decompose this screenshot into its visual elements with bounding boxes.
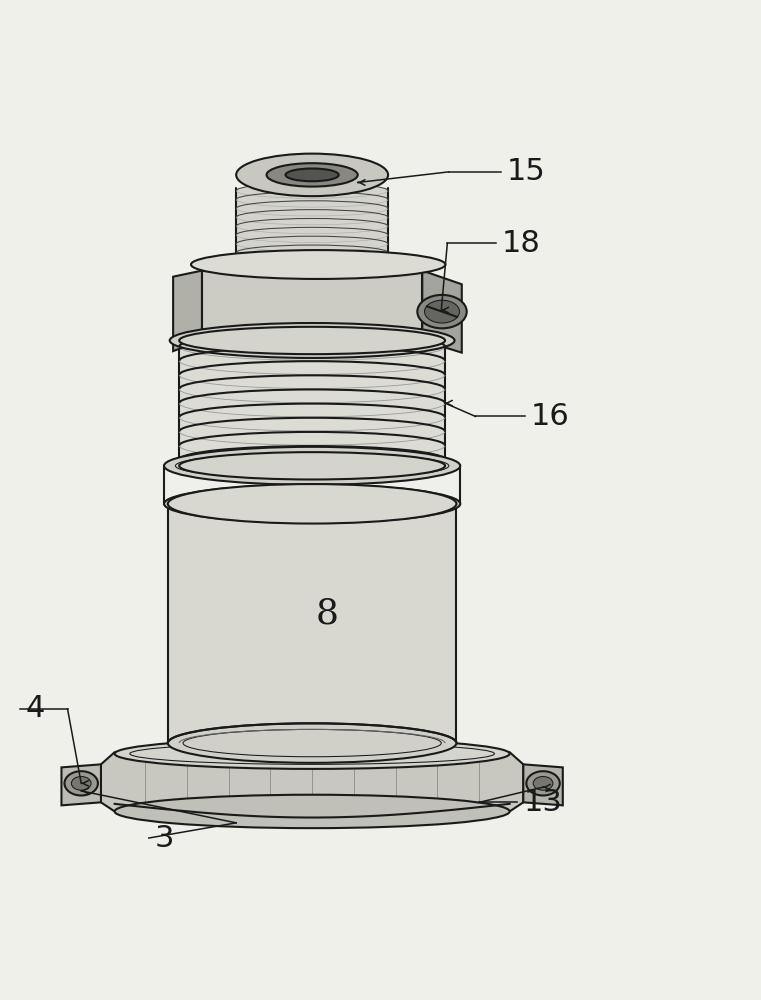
Text: 15: 15 xyxy=(507,157,546,186)
Text: 8: 8 xyxy=(316,597,339,631)
Polygon shape xyxy=(422,271,462,353)
Ellipse shape xyxy=(285,169,339,181)
Text: 13: 13 xyxy=(524,788,562,817)
Ellipse shape xyxy=(179,327,445,354)
Ellipse shape xyxy=(115,739,510,769)
Ellipse shape xyxy=(72,776,91,790)
Ellipse shape xyxy=(425,300,460,323)
Ellipse shape xyxy=(115,795,510,828)
Polygon shape xyxy=(101,752,524,811)
Polygon shape xyxy=(62,764,101,805)
Ellipse shape xyxy=(236,154,388,196)
Ellipse shape xyxy=(533,776,553,790)
Text: 16: 16 xyxy=(531,402,570,431)
Ellipse shape xyxy=(266,163,358,187)
Ellipse shape xyxy=(164,485,460,523)
Ellipse shape xyxy=(179,452,445,479)
Ellipse shape xyxy=(417,295,466,328)
Text: 18: 18 xyxy=(502,229,541,258)
Text: 3: 3 xyxy=(155,824,174,853)
Ellipse shape xyxy=(170,323,454,358)
Ellipse shape xyxy=(65,771,98,795)
Bar xyxy=(236,188,388,265)
Polygon shape xyxy=(524,764,563,805)
Ellipse shape xyxy=(527,771,560,795)
Polygon shape xyxy=(202,271,422,340)
Bar xyxy=(179,340,445,466)
Ellipse shape xyxy=(168,484,457,524)
Ellipse shape xyxy=(164,447,460,485)
Ellipse shape xyxy=(236,256,388,273)
Bar xyxy=(168,504,457,743)
Polygon shape xyxy=(173,271,202,351)
Ellipse shape xyxy=(168,723,457,763)
Text: 4: 4 xyxy=(26,694,45,723)
Ellipse shape xyxy=(191,250,445,279)
